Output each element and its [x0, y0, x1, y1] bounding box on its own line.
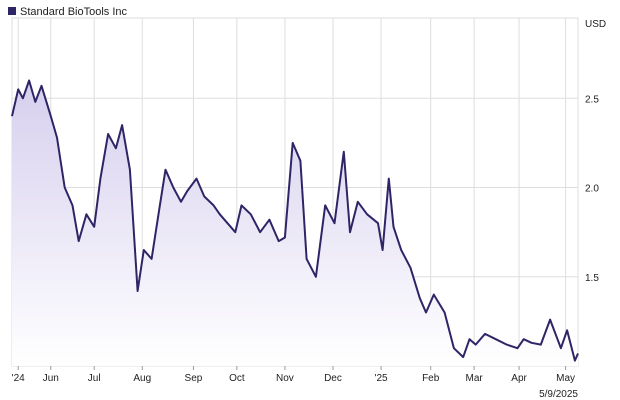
- date-label: 5/9/2025: [539, 389, 578, 400]
- axes: '24 Jun Jul Aug Sep Oct Nov Dec '25 Feb Mar Apr May 1…: [12, 94, 600, 384]
- y-tick-label: 2.0: [585, 184, 599, 195]
- x-tick-label: May: [556, 373, 575, 384]
- area-layer: [11, 79, 579, 366]
- x-tick-label: Apr: [511, 373, 527, 384]
- x-tick-label: Sep: [185, 373, 203, 384]
- y-tick-label: 2.5: [585, 94, 599, 105]
- x-tick-label: Jun: [43, 373, 59, 384]
- x-tick-label: Aug: [133, 373, 151, 384]
- x-tick-label: Nov: [276, 373, 294, 384]
- y-tick-label: 1.5: [585, 273, 599, 284]
- x-tick-label: '24: [12, 373, 25, 384]
- x-tick-label: Feb: [422, 373, 440, 384]
- legend: Standard BioTools Inc: [8, 6, 128, 18]
- legend-label: Standard BioTools Inc: [20, 6, 128, 18]
- price-area-fill: [12, 80, 578, 366]
- x-tick-label: Mar: [465, 373, 483, 384]
- x-tick-label: Oct: [229, 373, 245, 384]
- x-tick-label: Jul: [88, 373, 101, 384]
- x-tick-label: '25: [375, 373, 388, 384]
- price-line: [11, 79, 579, 362]
- unit-label: USD: [585, 19, 606, 30]
- x-tick-label: Dec: [324, 373, 342, 384]
- legend-swatch: [8, 7, 16, 15]
